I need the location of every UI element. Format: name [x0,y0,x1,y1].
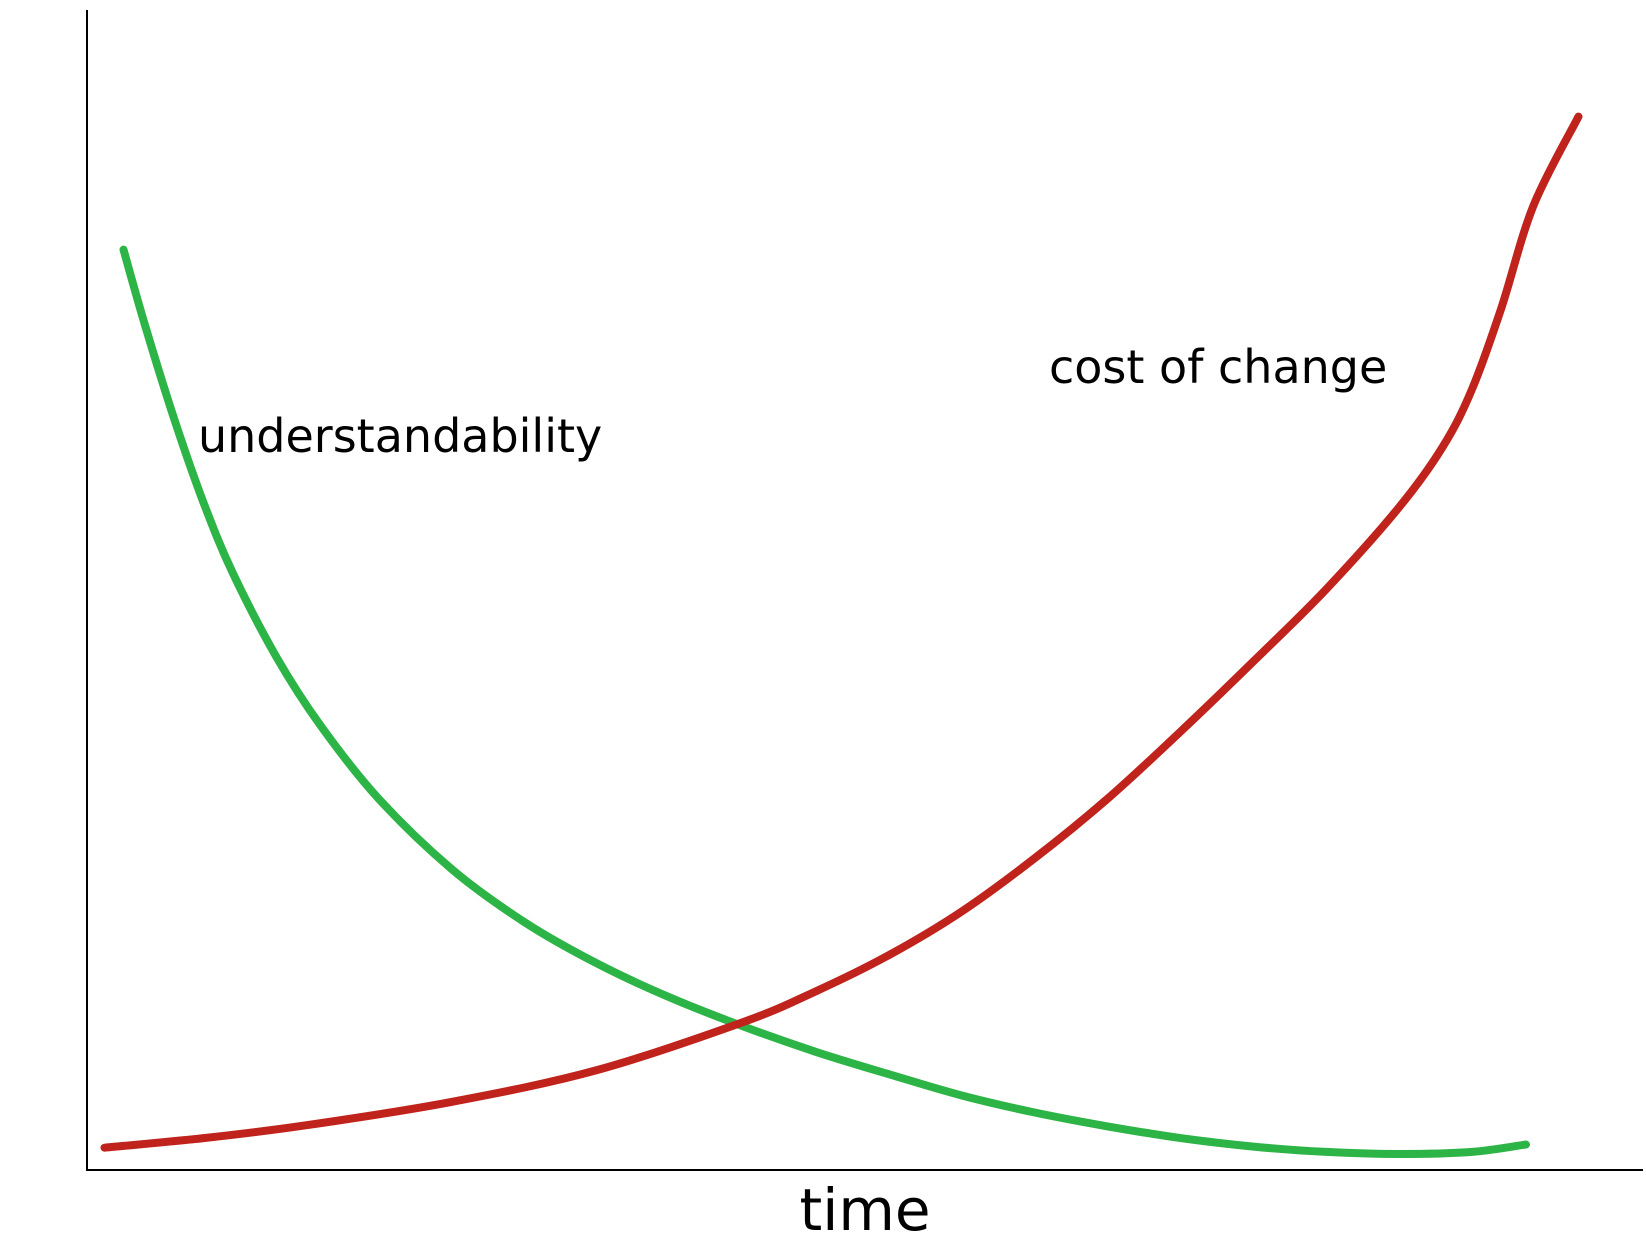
chart-axes [86,10,1643,1171]
x-axis-title: time [799,1176,930,1244]
series-line-understandability [119,245,1530,1158]
series-label-understandability: understandability [198,409,602,463]
series-label-cost-of-change: cost of change [1049,340,1387,394]
series-layer [100,112,1583,1158]
series-line-cost-of-change [100,112,1583,1152]
